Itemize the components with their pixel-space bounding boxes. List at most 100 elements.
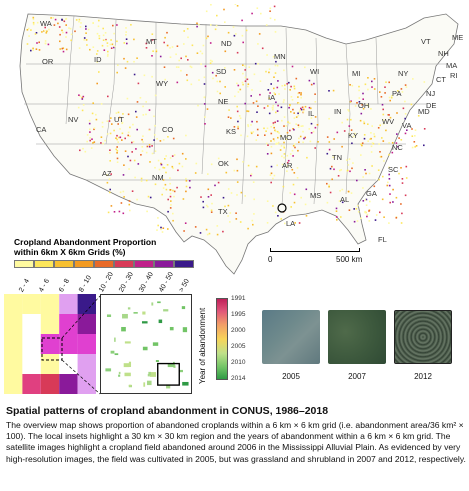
legend-swatches <box>14 260 254 268</box>
state-label: GA <box>366 189 377 198</box>
legend-swatch <box>54 260 74 268</box>
state-label: WA <box>40 19 52 28</box>
satellite-images: 2005 2007 2012 <box>262 310 462 390</box>
satellite-year-2007: 2007 <box>348 372 366 381</box>
year-bar-label: Year of abandonment <box>198 307 207 384</box>
state-label: OH <box>358 101 369 110</box>
state-label: CA <box>36 125 46 134</box>
state-label: IL <box>308 109 314 118</box>
state-label: KY <box>348 131 358 140</box>
state-label: MI <box>352 69 360 78</box>
state-label: VT <box>421 37 431 46</box>
state-label: KS <box>226 127 236 136</box>
scale-start-label: 0 <box>268 255 273 264</box>
inset-row: Year of abandonment 1991 1995 2000 2005 2010… <box>0 290 469 400</box>
satellite-image-2012 <box>394 310 452 364</box>
state-boundaries <box>24 15 446 205</box>
state-label: WY <box>156 79 168 88</box>
state-label: NM <box>152 173 164 182</box>
state-label: ND <box>221 39 232 48</box>
legend-swatch <box>174 260 194 268</box>
state-label: AL <box>340 195 349 204</box>
year-tick: 2000 <box>231 327 246 334</box>
legend-swatch <box>74 260 94 268</box>
state-label: MD <box>418 107 430 116</box>
year-tick: 1991 <box>231 295 246 302</box>
abandonment-years-inset <box>100 294 192 394</box>
legend-tick: 2 - 4 <box>18 277 32 294</box>
state-label: VA <box>402 121 411 130</box>
state-label: MT <box>146 37 157 46</box>
legend-tick: 10 - 20 <box>98 271 115 294</box>
legend-tick: 6 - 8 <box>58 277 72 294</box>
caption-body: The overview map shows proportion of aba… <box>6 420 466 464</box>
state-label: NC <box>392 143 403 152</box>
caption-title: Spatial patterns of cropland abandonment… <box>6 405 329 417</box>
state-label: CT <box>436 75 446 84</box>
satellite-year-2012: 2012 <box>414 372 432 381</box>
satellite-image-2007 <box>328 310 386 364</box>
legend-tick: 8 - 10 <box>78 274 94 294</box>
year-tick: 2010 <box>231 359 246 366</box>
legend-swatch <box>114 260 134 268</box>
state-label: PA <box>392 89 401 98</box>
scale-bar-line <box>270 248 360 252</box>
state-label: IA <box>268 93 275 102</box>
grid-proportion-inset <box>4 294 96 394</box>
legend-swatch <box>14 260 34 268</box>
state-label: NJ <box>426 89 435 98</box>
state-label: NV <box>68 115 78 124</box>
state-label: OK <box>218 159 229 168</box>
year-of-abandonment-colorbar: Year of abandonment 1991 1995 2000 2005 2010… <box>198 292 260 392</box>
state-label: WV <box>382 117 394 126</box>
state-label: AZ <box>102 169 112 178</box>
state-label: SD <box>216 67 227 76</box>
year-bar-gradient <box>216 298 228 380</box>
inset-connector-lines <box>41 295 101 395</box>
state-label: SC <box>388 165 399 174</box>
legend-swatch <box>94 260 114 268</box>
state-label: OR <box>42 57 54 66</box>
legend-tick: 30 - 40 <box>138 271 155 294</box>
state-label: ID <box>94 55 102 64</box>
legend-tick: > 50 <box>178 278 191 294</box>
state-label: MA <box>446 61 457 70</box>
state-label: RI <box>450 71 458 80</box>
figure-caption: Spatial patterns of cropland abandonment… <box>6 404 466 465</box>
legend-title-line2: within 6km X 6km Grids (%) <box>14 247 126 257</box>
legend-tick: 4 - 6 <box>38 277 52 294</box>
abandonment-dots <box>26 4 426 236</box>
legend-tick: 20 - 30 <box>118 271 135 294</box>
legend-tick: 40 - 50 <box>158 271 175 294</box>
legend-swatch <box>134 260 154 268</box>
satellite-image-2005 <box>262 310 320 364</box>
legend-title-line1: Cropland Abandonment Proportion <box>14 237 157 247</box>
year-tick: 2014 <box>231 375 246 382</box>
map-legend: Cropland Abandonment Proportion within 6… <box>14 237 254 294</box>
state-label: ME <box>452 33 463 42</box>
state-label: MS <box>310 191 321 200</box>
state-label: FL <box>378 235 387 244</box>
state-label: NE <box>218 97 228 106</box>
conus-abandonment-map: WA OR ID MT ND MN WI MI NY VT NH ME MA CT RI NJ DE MD PA OH… <box>6 4 466 286</box>
legend-ticks: 2 - 4 4 - 6 6 - 8 8 - 10 10 - 20 20 - 30 30 - … <box>14 270 254 294</box>
state-label: LA <box>286 219 295 228</box>
year-tick: 1995 <box>231 311 246 318</box>
year-tick: 2005 <box>231 343 246 350</box>
scale-bar: 0 500 km <box>268 248 380 276</box>
state-label: IN <box>334 107 342 116</box>
state-label: DE <box>426 101 436 110</box>
legend-swatch <box>34 260 54 268</box>
state-label: MN <box>274 52 286 61</box>
state-label: MO <box>280 133 292 142</box>
state-label: TX <box>218 207 228 216</box>
state-label: AR <box>282 161 293 170</box>
legend-swatch <box>154 260 174 268</box>
state-label: CO <box>162 125 173 134</box>
state-label: UT <box>114 115 124 124</box>
state-label: TN <box>332 153 342 162</box>
state-label: NY <box>398 69 408 78</box>
inset-location-marker <box>277 203 287 213</box>
state-label: NH <box>438 49 449 58</box>
